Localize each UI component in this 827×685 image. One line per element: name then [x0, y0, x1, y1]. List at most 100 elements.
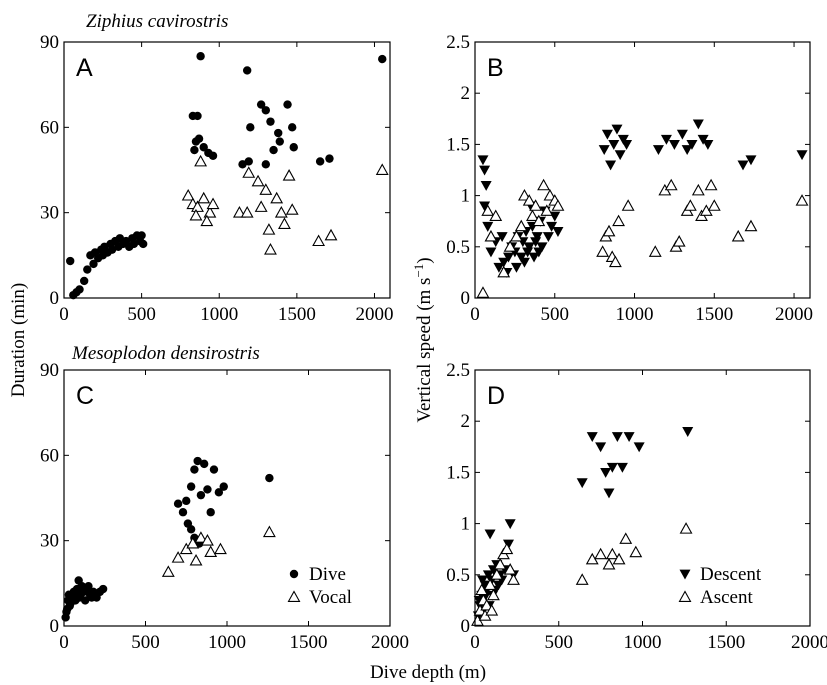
data-point [483, 578, 497, 590]
data-point [190, 145, 199, 155]
y-tick-label: 1 [461, 186, 471, 207]
y-axis-title-right: Vertical speed (m s−1) [411, 257, 435, 422]
x-tick-label: 1000 [624, 632, 662, 653]
legend-marker [289, 569, 299, 579]
data-point [503, 539, 514, 550]
data-point [482, 221, 494, 232]
data-point [75, 285, 84, 294]
data-point [493, 262, 505, 273]
data-point [702, 140, 714, 150]
data-point [507, 573, 520, 585]
data-point [484, 529, 496, 540]
data-point [697, 134, 709, 145]
y-tick-label: 30 [40, 531, 59, 552]
x-tick-label: 2000 [791, 632, 827, 653]
panel-a: 0 500 1000 1500 2000 0 30 60 90 A [40, 32, 393, 325]
x-tick-label: 500 [127, 304, 156, 325]
x-tick-label: 500 [541, 304, 570, 325]
data-point [264, 243, 277, 255]
data-point [171, 551, 185, 563]
data-point [196, 52, 205, 61]
panel-letter: A [76, 54, 93, 82]
data-point [596, 245, 610, 257]
x-tick-label: 0 [470, 304, 480, 325]
data-point [594, 547, 608, 560]
data-point [523, 242, 535, 253]
y-tick-label: 30 [40, 203, 59, 224]
x-tick-label: 1000 [208, 632, 246, 653]
panel-b: 0 500 1000 1500 2000 0 0.5 1 1.5 2 2.5 B [446, 32, 813, 325]
data-point [552, 227, 564, 237]
data-point [193, 111, 202, 121]
data-point [731, 229, 745, 242]
data-point [191, 200, 204, 212]
data-point [261, 160, 271, 169]
series-1 [476, 178, 809, 298]
data-point [83, 265, 92, 274]
legend-label: Vocal [309, 587, 352, 608]
y-tick-label: 2 [461, 411, 471, 432]
data-point [194, 154, 208, 167]
species-label-bottom: Mesoplodon densirostris [71, 343, 260, 364]
x-tick-label: 1000 [200, 304, 238, 325]
data-point [691, 183, 705, 196]
data-point [621, 199, 635, 211]
data-point [204, 545, 218, 557]
y-axis-title-right-close: ) [414, 257, 435, 263]
data-point [194, 134, 204, 143]
data-point [608, 255, 622, 268]
data-point [503, 240, 517, 252]
data-point [477, 155, 489, 166]
data-point [288, 123, 297, 132]
data-point [514, 219, 528, 232]
x-tick-label: 1500 [290, 632, 328, 653]
data-point [664, 178, 678, 191]
data-point [482, 570, 494, 581]
data-point [197, 191, 211, 204]
data-point [244, 157, 253, 166]
data-point [274, 206, 288, 218]
y-tick-label: 90 [40, 32, 59, 53]
data-point [616, 462, 628, 473]
data-point [138, 239, 148, 249]
data-point [181, 188, 195, 201]
data-point [196, 490, 206, 500]
data-point [493, 557, 507, 570]
data-point [614, 150, 626, 161]
series-1 [181, 154, 389, 255]
data-point [66, 256, 75, 266]
data-point [606, 462, 618, 473]
data-point [485, 247, 497, 258]
data-point [679, 522, 693, 534]
x-tick-label: 0 [59, 304, 69, 325]
data-point [586, 432, 598, 443]
data-point [704, 178, 718, 191]
panel-letter: B [487, 54, 504, 82]
data-point [498, 257, 510, 268]
data-point [500, 542, 514, 555]
data-point [598, 145, 610, 156]
data-point [504, 519, 516, 530]
legend-marker [679, 569, 691, 580]
data-point [89, 259, 98, 269]
data-point [283, 100, 292, 109]
data-point [668, 140, 680, 150]
x-tick-label: 2000 [775, 304, 813, 325]
data-point [532, 214, 546, 227]
panel-d: 0 500 1000 1500 2000 0 0.5 1 1.5 2 2.5 D DescentAsce… [446, 360, 827, 653]
y-tick-label: 0 [50, 288, 60, 309]
plot-frame [63, 41, 391, 299]
x-tick-label: 1500 [695, 304, 733, 325]
data-point [497, 265, 511, 278]
y-tick-label: 2.5 [446, 360, 470, 381]
data-point [603, 488, 615, 499]
data-point [480, 180, 492, 191]
data-point [619, 532, 633, 544]
data-point [186, 525, 196, 534]
legend-label: Ascent [700, 587, 753, 608]
data-point [178, 508, 188, 517]
